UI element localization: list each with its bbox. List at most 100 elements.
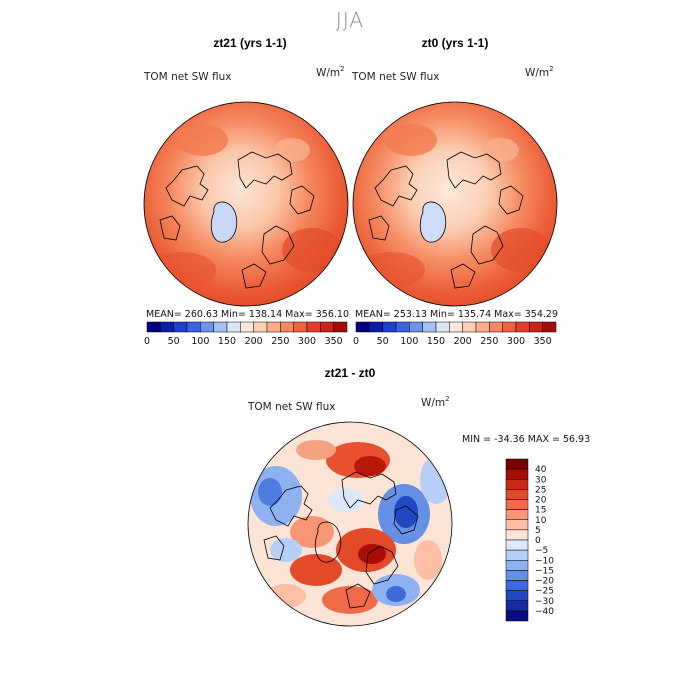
- panel-3-anomaly-patches: [250, 440, 452, 614]
- panel-3-colorbar-tick-label: −25: [535, 587, 554, 597]
- panel-1-colorbar-swatch: [266, 321, 281, 333]
- panel-2-field-patch: [385, 124, 437, 156]
- panel-3-colorbar-tick-label: 10: [535, 516, 547, 526]
- panel-2-colorbar-tick-label: 350: [534, 336, 552, 347]
- panel-3-colorbar-swatch: [505, 570, 529, 581]
- panel-1-colorbar-tick-label: 350: [325, 336, 343, 347]
- panel-1-colorbar-swatch: [173, 321, 188, 333]
- figure-title: JJA: [335, 8, 365, 32]
- panel-3-anomaly-patch: [354, 456, 386, 476]
- panel-1-polar-map: [143, 101, 349, 307]
- panel-2-map-border: [352, 101, 558, 307]
- panel-2-variable: TOM net SW flux: [352, 71, 440, 83]
- panel-1-colorbar-swatch: [240, 321, 254, 333]
- panel-1-colorbar-swatch: [333, 321, 348, 333]
- panel-3-anomaly-patch: [328, 488, 364, 512]
- panel-3-colorbar-tick-label: 20: [535, 496, 547, 506]
- panel-1-colorbar-swatch: [280, 321, 294, 333]
- panel-2-units: W/m2: [525, 65, 554, 79]
- panel-1-colorbar-swatch: [253, 321, 268, 333]
- panel-2-colorbar-swatch: [542, 321, 557, 333]
- panel-1-colorbar-swatch: [320, 321, 334, 333]
- panel-1-colorbar-tick-label: 250: [271, 336, 289, 347]
- panel-3-colorbar-swatch: [505, 509, 529, 520]
- panel-1-units: W/m2: [316, 65, 345, 79]
- panel-2-colorbar-swatch: [435, 321, 450, 333]
- panel-1-colorbar-tick-label: 50: [168, 336, 180, 347]
- panel-1-colorbar-swatch: [226, 321, 241, 333]
- panel-3-colorbar-tick-label: −10: [535, 556, 554, 566]
- panel-2-field-patch: [357, 252, 425, 288]
- panel-3-anomaly-patch: [394, 496, 418, 528]
- panel-3-colorbar-tick-label: −40: [535, 607, 554, 617]
- panel-3-colorbar-tick-label: 30: [535, 475, 547, 485]
- panel-3-units-exp: 2: [445, 395, 450, 403]
- panel-2-colorbar-tick-label: 50: [377, 336, 389, 347]
- panel-3-anomaly-patch: [322, 586, 378, 614]
- panel-2-colorbar-swatch: [489, 321, 503, 333]
- panel-3-colorbar-tick-label: −5: [535, 546, 548, 556]
- panel-1-colorbar-tick-label: 100: [191, 336, 209, 347]
- panel-2-greenland: [419, 201, 447, 243]
- panel-2-units-exp: 2: [549, 65, 554, 73]
- panel-3-title: zt21 - zt0: [324, 366, 376, 380]
- panel-2-colorbar-swatch: [382, 321, 397, 333]
- panel-3-colorbar-tick-label: 0: [535, 536, 541, 546]
- panel-3-colorbar-swatch: [505, 560, 529, 571]
- panel-3-anomaly-patch: [258, 478, 282, 506]
- panel-2-field-patch: [483, 138, 519, 162]
- panel-3-colorbar-swatch: [505, 519, 529, 531]
- panel-2-colorbar-swatch: [502, 321, 517, 333]
- panel-1-colorbar-tick-label: 0: [144, 336, 150, 347]
- panel-2-colorbar-tick-label: 200: [454, 336, 472, 347]
- panel-3-colorbar-tick-label: 40: [535, 465, 547, 475]
- panel-3-polar-map: [247, 421, 453, 627]
- panel-1-field-patch: [176, 124, 228, 156]
- panel-3-anomaly-patch: [358, 544, 386, 564]
- panel-3-units-base: W/m: [421, 397, 446, 409]
- panel-3-anomaly-patch: [386, 586, 406, 602]
- panel-3-anomaly-patch: [414, 540, 442, 580]
- panel-3-coastlines: [263, 471, 419, 609]
- panel-2-polar-map: [352, 101, 558, 307]
- panel-3-colorbar-swatch: [505, 458, 529, 470]
- panel-3-colorbar-swatch: [505, 489, 529, 500]
- panel-1-units-exp: 2: [340, 65, 345, 73]
- panel-2-colorbar-swatch: [409, 321, 423, 333]
- panel-1-stats: MEAN= 260.63 Min= 138.14 Max= 356.10: [146, 309, 350, 320]
- panel-2-colorbar-tick-label: 250: [480, 336, 498, 347]
- panel-1-field-patch: [274, 138, 310, 162]
- panel-3-colorbar-swatch: [505, 529, 529, 541]
- panel-3-colorbar-swatch: [505, 610, 529, 622]
- panel-2-colorbar: 0 50 100 150 200 250 300 350: [353, 321, 557, 347]
- panel-1-colorbar-swatch: [306, 321, 321, 333]
- panel-2-colorbar-tick-label: 100: [400, 336, 418, 347]
- panel-3-colorbar-swatch: [505, 479, 529, 490]
- panel-3-anomaly-patch: [296, 440, 336, 460]
- panel-2-title: zt0 (yrs 1-1): [421, 36, 489, 50]
- panel-1-title: zt21 (yrs 1-1): [213, 36, 287, 50]
- panel-3-colorbar-swatch: [505, 539, 529, 551]
- panel-1-colorbar-swatch: [200, 321, 214, 333]
- panel-1-colorbar-swatch: [186, 321, 201, 333]
- panel-3-map-border: [247, 421, 453, 627]
- panel-2-colorbar-swatch: [355, 321, 370, 333]
- panel-3-anomaly-patch: [266, 584, 306, 608]
- panel-1-colorbar-swatch: [146, 321, 161, 333]
- panel-2-units-base: W/m: [525, 67, 550, 79]
- panel-3-colorbar-swatch: [505, 590, 529, 601]
- panel-3-colorbar-tick-label: 15: [535, 506, 546, 516]
- panel-3-colorbar-swatch: [505, 580, 529, 591]
- panel-1-colorbar-tick-label: 150: [218, 336, 236, 347]
- panel-3-anomaly-patch: [420, 456, 452, 504]
- panel-3-units: W/m2: [421, 395, 450, 409]
- panel-1-colorbar-swatch: [213, 321, 228, 333]
- panel-2-colorbar-swatch: [369, 321, 383, 333]
- panel-2-colorbar-tick-label: 300: [507, 336, 525, 347]
- panel-3-stats: MIN = -34.36 MAX = 56.93: [462, 434, 591, 445]
- panel-1-field-patch: [148, 252, 216, 288]
- panel-1-colorbar: 0 50 100 150 200 250 300 350: [144, 321, 348, 347]
- panel-3-colorbar-swatch: [505, 468, 529, 480]
- panel-2-colorbar-swatch: [449, 321, 463, 333]
